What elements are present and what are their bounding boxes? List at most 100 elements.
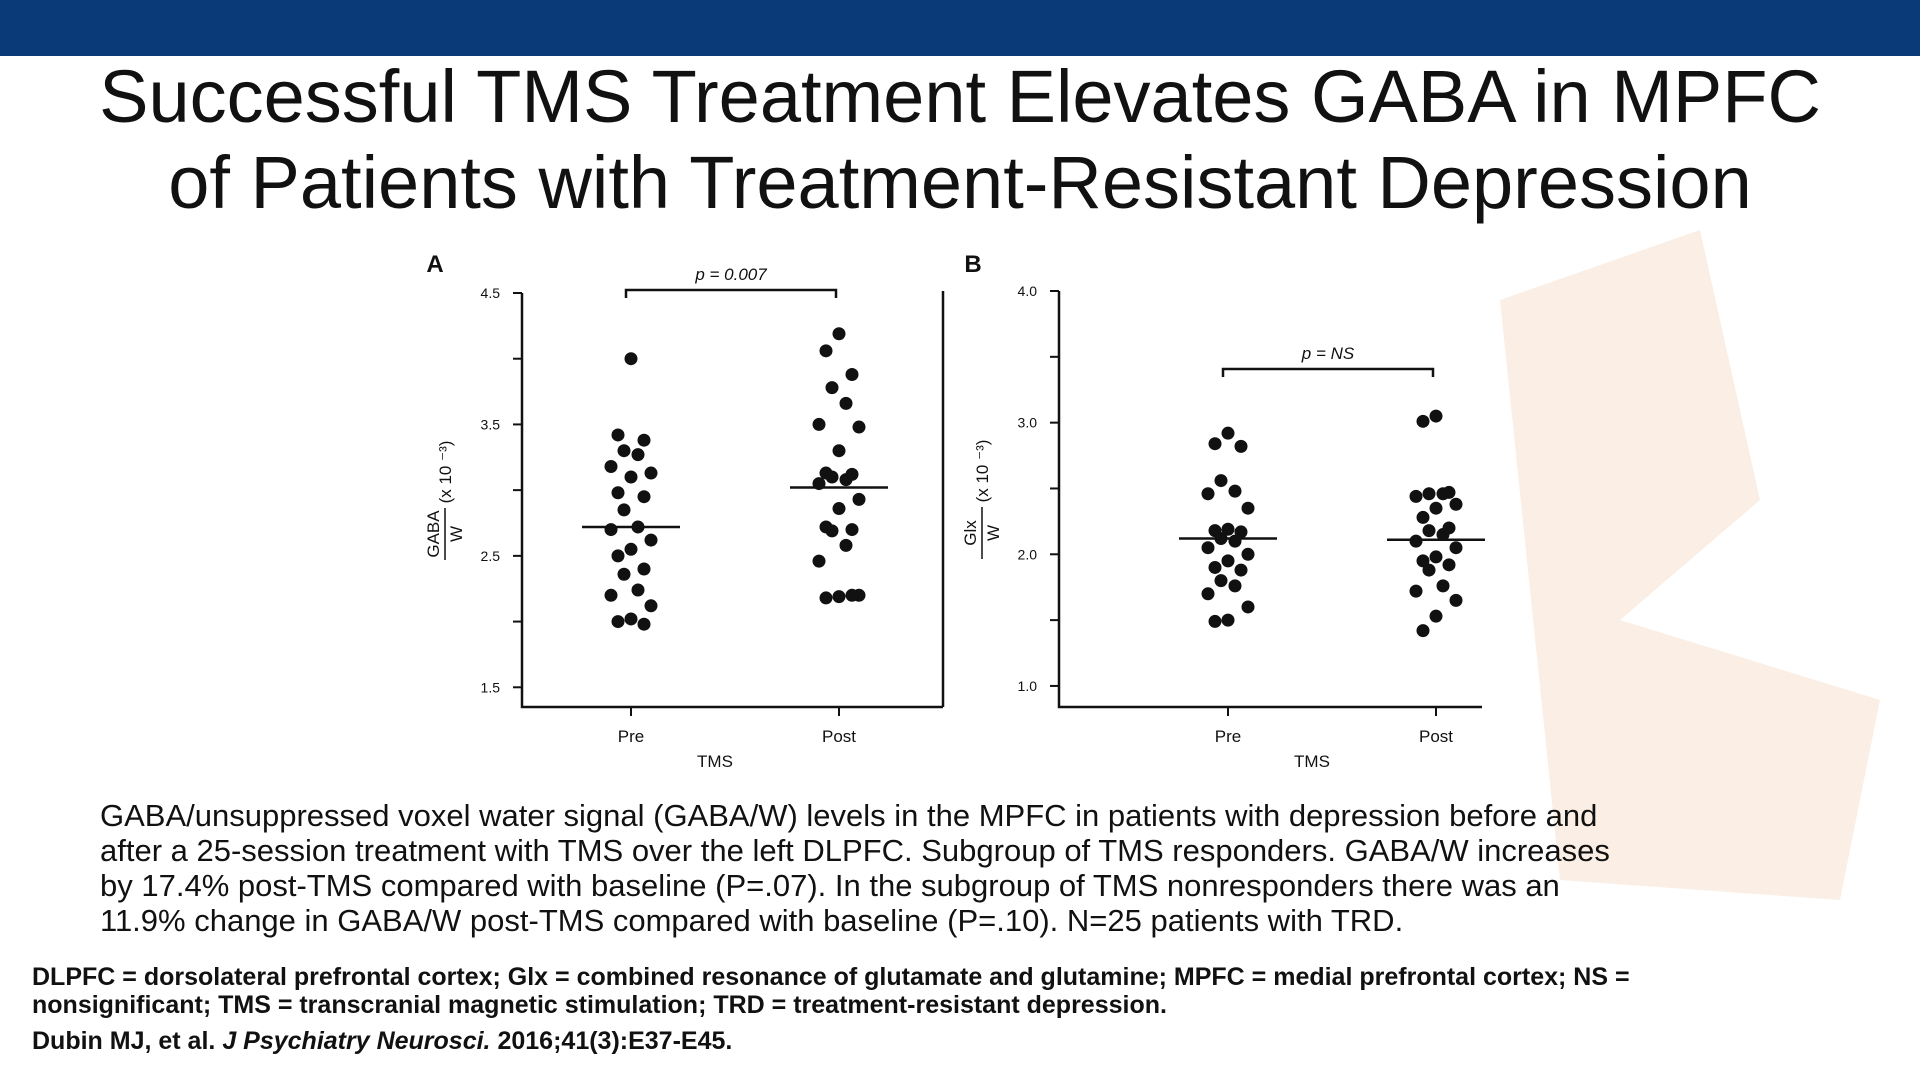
x-tick-label: Pre — [618, 727, 644, 746]
caption: GABA/unsuppressed voxel water signal (GA… — [100, 798, 1610, 938]
x-axis-label: TMS — [1294, 752, 1330, 771]
significance-bracket — [624, 288, 838, 298]
data-dot — [604, 523, 618, 537]
data-dot — [1228, 484, 1242, 498]
data-dot — [1208, 437, 1222, 451]
data-dot — [812, 417, 826, 431]
data-dot — [1241, 600, 1255, 614]
data-dot — [812, 554, 826, 568]
panel-label: A — [426, 251, 443, 278]
data-dot — [604, 588, 618, 602]
significance-label: p = 0.007 — [694, 265, 767, 284]
x-tick-label: Pre — [1215, 727, 1241, 746]
data-dot — [1241, 547, 1255, 561]
data-dot — [832, 590, 846, 604]
y-axis-label: Glx W (x 10 ⁻³) — [961, 440, 1003, 559]
data-dot — [637, 617, 651, 631]
data-dot — [839, 473, 853, 487]
data-dot — [644, 466, 658, 480]
y-tick-label: 3.0 — [1018, 415, 1038, 431]
y-tick-label: 4.0 — [1018, 283, 1038, 299]
y-label-denominator: W — [984, 525, 1003, 541]
slide-title: Successful TMS Treatment Elevates GABA i… — [99, 55, 1821, 138]
y-tick-label: 4.5 — [481, 285, 501, 301]
y-label-unit: (x 10 ⁻³) — [973, 440, 992, 503]
data-dot — [825, 470, 839, 484]
data-dot — [637, 433, 651, 447]
data-dot — [624, 612, 638, 626]
data-dot — [624, 542, 638, 556]
data-dot — [631, 448, 645, 462]
y-axis-label: GABA W (x 10 ⁻³) — [424, 441, 466, 560]
footnote-line: nonsignificant; TMS = transcranial magne… — [32, 991, 1167, 1019]
header-bar — [0, 0, 1920, 56]
data-dot — [1241, 501, 1255, 515]
data-dot — [644, 599, 658, 613]
data-dot — [1208, 614, 1222, 628]
data-dot — [1221, 554, 1235, 568]
data-dot — [1409, 534, 1423, 548]
data-dot — [1214, 474, 1228, 488]
data-dot — [852, 492, 866, 506]
data-dot — [1221, 522, 1235, 536]
data-dot — [1449, 497, 1463, 511]
footnote-line: DLPFC = dorsolateral prefrontal cortex; … — [32, 963, 1630, 991]
data-dot — [604, 459, 618, 473]
axis-line — [520, 291, 945, 709]
x-tick-label: Post — [1419, 727, 1453, 746]
data-dot — [1416, 554, 1430, 568]
data-dot — [1449, 541, 1463, 555]
data-dot — [1429, 409, 1443, 423]
data-dot — [1234, 563, 1248, 577]
data-dot — [1422, 563, 1436, 577]
data-dot — [1422, 524, 1436, 538]
data-dot — [1422, 487, 1436, 501]
citation: Dubin MJ, et al. J Psychiatry Neurosci. … — [32, 1027, 732, 1055]
y-tick-label: 2.5 — [481, 548, 501, 564]
data-dot — [819, 591, 833, 605]
slide-title: of Patients with Treatment-Resistant Dep… — [168, 141, 1751, 224]
significance-label: p = NS — [1301, 344, 1355, 363]
data-dot — [1436, 579, 1450, 593]
data-dot — [1228, 534, 1242, 548]
data-dot — [839, 538, 853, 552]
citation-part: 2016;41(3):E37-E45. — [497, 1027, 732, 1055]
data-dot — [852, 420, 866, 434]
background-shape — [1500, 230, 1880, 900]
data-dot — [1234, 525, 1248, 539]
data-dot — [637, 562, 651, 576]
data-dot — [832, 327, 846, 341]
data-dot — [1201, 541, 1215, 555]
data-dot — [644, 533, 658, 547]
data-dot — [825, 381, 839, 395]
data-dot — [637, 490, 651, 504]
data-dot — [617, 567, 631, 581]
data-dot — [624, 352, 638, 366]
data-dot — [1201, 487, 1215, 501]
data-dot — [1429, 550, 1443, 564]
footnote: DLPFC = dorsolateral prefrontal cortex; … — [32, 963, 1630, 1055]
data-dot — [1409, 489, 1423, 503]
x-axis-label: TMS — [697, 752, 733, 771]
citation-journal: J Psychiatry Neurosci. — [222, 1027, 490, 1055]
data-dot — [832, 444, 846, 458]
data-dot — [1442, 558, 1456, 572]
significance-bracket — [1221, 367, 1435, 377]
data-dot — [1234, 439, 1248, 453]
data-dot — [845, 367, 859, 381]
data-dot — [1208, 560, 1222, 574]
data-dot — [839, 396, 853, 410]
y-label-numerator: Glx — [961, 520, 980, 546]
data-dot — [1429, 501, 1443, 515]
data-dot — [631, 583, 645, 597]
data-dot — [611, 549, 625, 563]
caption-line: by 17.4% post-TMS compared with baseline… — [100, 868, 1560, 903]
data-dot — [1436, 487, 1450, 501]
data-dot — [611, 615, 625, 629]
y-label-unit: (x 10 ⁻³) — [436, 441, 455, 504]
citation-part: Dubin MJ, et al. — [32, 1027, 215, 1055]
data-dot — [1436, 528, 1450, 542]
y-tick-label: 1.0 — [1018, 678, 1038, 694]
